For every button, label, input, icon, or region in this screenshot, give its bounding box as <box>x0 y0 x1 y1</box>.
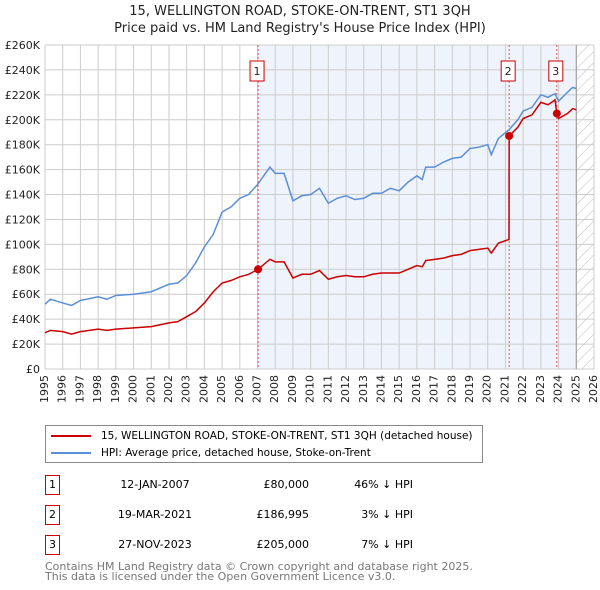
legend-blue-line <box>51 452 91 454</box>
y-tick-label: £60K <box>12 288 41 301</box>
transaction-date: 27-NOV-2023 <box>118 538 192 551</box>
sale-label: 1 <box>254 65 261 78</box>
transaction-number: 3 <box>45 535 60 555</box>
y-tick-label: £0 <box>26 363 40 376</box>
x-tick-label: 2008 <box>268 375 281 403</box>
sale-label-box <box>548 60 564 82</box>
x-tick-label: 2019 <box>463 375 476 403</box>
x-tick-label: 2010 <box>304 375 317 403</box>
transaction-price: £186,995 <box>256 508 310 521</box>
chart-subtitle: Price paid vs. HM Land Registry's House … <box>114 21 486 36</box>
sale-point <box>254 265 263 274</box>
legend-red-label: 15, WELLINGTON ROAD, STOKE-ON-TRENT, ST1… <box>101 430 473 442</box>
y-tick-label: £100K <box>5 238 41 251</box>
x-tick-label: 2015 <box>392 375 405 403</box>
transaction-hpi: 46% ↓ HPI <box>354 478 413 491</box>
footer-license: This data is licensed under the Open Gov… <box>45 570 396 583</box>
y-tick-label: £160K <box>5 164 41 177</box>
x-tick-label: 2011 <box>321 375 334 403</box>
x-tick-label: 2003 <box>180 375 193 403</box>
x-tick-label: 2022 <box>516 375 529 403</box>
x-tick-label: 2014 <box>374 375 387 403</box>
transaction-hpi: 7% ↓ HPI <box>361 538 413 551</box>
hpi-line <box>44 86 577 307</box>
y-tick-label: £140K <box>5 189 41 202</box>
y-tick-label: £200K <box>5 114 41 127</box>
footer-copyright: Contains HM Land Registry data © Crown c… <box>45 560 473 573</box>
x-tick-label: 2009 <box>286 375 299 403</box>
sale-point <box>505 131 514 140</box>
x-tick-label: 2018 <box>445 375 458 403</box>
transaction-date: 19-MAR-2021 <box>117 508 193 521</box>
sale-point <box>552 109 561 118</box>
legend-blue-label: HPI: Average price, detached house, Stok… <box>101 447 371 459</box>
transaction-number: 1 <box>45 475 60 495</box>
x-tick-label: 2025 <box>569 375 582 403</box>
x-tick-label: 2016 <box>410 375 423 403</box>
x-tick-label: 1996 <box>56 375 69 403</box>
chart-title: 15, WELLINGTON ROAD, STOKE-ON-TRENT, ST1… <box>129 4 471 19</box>
x-tick-label: 2012 <box>339 375 352 403</box>
x-tick-label: 1998 <box>91 375 104 403</box>
sale-label: 2 <box>505 65 512 78</box>
x-tick-label: 2017 <box>428 375 441 403</box>
y-tick-label: £220K <box>5 89 41 102</box>
x-tick-label: 2007 <box>251 375 264 403</box>
legend: 15, WELLINGTON ROAD, STOKE-ON-TRENT, ST1… <box>45 425 483 463</box>
x-tick-label: 2021 <box>498 375 511 403</box>
x-tick-label: 2006 <box>233 375 246 403</box>
price-paid-line <box>44 98 577 335</box>
transaction-number: 2 <box>45 505 60 525</box>
transaction-row: 1 12-JAN-2007 £80,000 46% ↓ HPI <box>45 475 600 495</box>
sale-label-box <box>500 60 516 82</box>
x-tick-label: 1995 <box>38 375 51 403</box>
legend-red-line <box>51 435 91 437</box>
sale-label-box <box>249 60 265 82</box>
x-tick-label: 2024 <box>552 375 565 403</box>
y-tick-label: £40K <box>12 313 41 326</box>
transaction-row: 2 19-MAR-2021 £186,995 3% ↓ HPI <box>45 505 600 525</box>
transaction-hpi: 3% ↓ HPI <box>361 508 413 521</box>
y-tick-label: £180K <box>5 139 41 152</box>
x-tick-label: 2013 <box>357 375 370 403</box>
price-chart: 1995 1996 1997 1998 1999 2000 2001 2002 2003 2004… <box>5 39 600 403</box>
x-tick-label: 2020 <box>481 375 494 403</box>
y-tick-label: £20K <box>12 338 41 351</box>
x-tick-label: 2004 <box>197 375 210 403</box>
transaction-date: 12-JAN-2007 <box>120 478 190 491</box>
sale-label: 3 <box>552 65 559 78</box>
x-tick-label: 1997 <box>73 375 86 403</box>
x-tick-label: 2023 <box>534 375 547 403</box>
transaction-price: £205,000 <box>256 538 310 551</box>
y-tick-label: £240K <box>5 64 41 77</box>
transaction-price: £80,000 <box>263 478 310 491</box>
forecast-hatch <box>576 45 594 369</box>
y-tick-label: £120K <box>5 213 41 226</box>
x-tick-label: 2001 <box>144 375 157 403</box>
y-tick-label: £80K <box>12 263 41 276</box>
x-tick-label: 2026 <box>587 375 600 403</box>
x-tick-label: 2005 <box>215 375 228 403</box>
x-tick-label: 2002 <box>162 375 175 403</box>
x-tick-label: 1999 <box>109 375 122 403</box>
transaction-row: 3 27-NOV-2023 £205,000 7% ↓ HPI <box>45 535 600 555</box>
x-tick-label: 2000 <box>127 375 140 403</box>
y-tick-label: £260K <box>5 39 41 52</box>
